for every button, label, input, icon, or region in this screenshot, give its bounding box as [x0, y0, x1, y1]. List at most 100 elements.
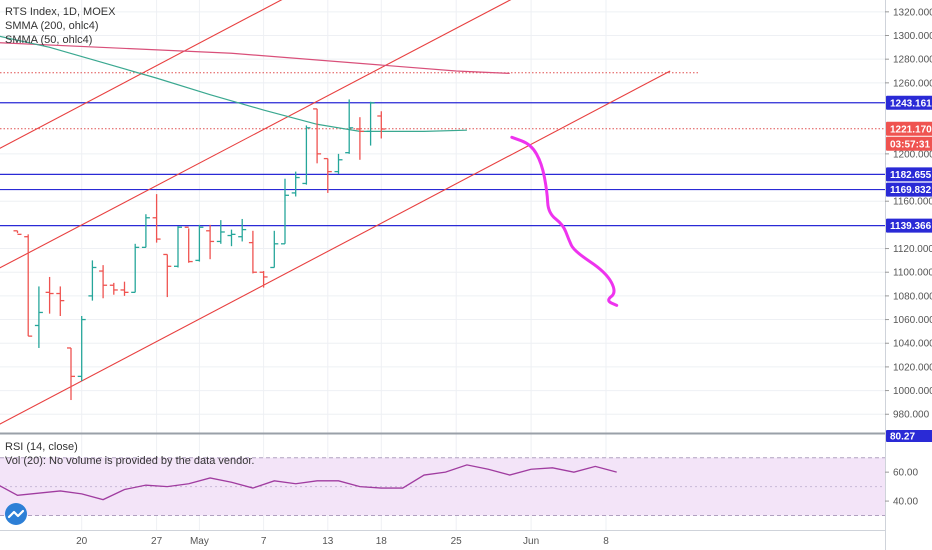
freehand-drawing — [510, 135, 619, 307]
level-badge: 1139.366 — [886, 218, 932, 233]
price-axis[interactable]: 1320.000 1300.000 1280.000 1260.000 1200.000… — [885, 0, 932, 550]
ohlc-bar — [174, 226, 182, 268]
badge-background — [886, 167, 932, 182]
ohlc-bar — [195, 224, 204, 262]
overlay-lines — [0, 0, 885, 425]
ohlc-bar — [206, 224, 215, 260]
level-badge: 1182.655 — [886, 167, 932, 182]
ohlc-bar — [345, 99, 354, 154]
price-tick-label: 1080.000 — [893, 291, 932, 302]
ohlc-bar — [77, 316, 86, 382]
badge-background — [886, 218, 932, 233]
smma50-line — [0, 35, 467, 132]
countdown-badge: 03:57:31 — [886, 136, 932, 151]
badge-text: 1182.655 — [890, 170, 932, 181]
badge-text: 1139.366 — [890, 221, 932, 232]
time-tick-label: Jun — [523, 536, 539, 547]
rsi-band — [0, 457, 885, 516]
ohlc-bar — [377, 111, 386, 139]
time-tick-label: May — [190, 536, 209, 547]
badge-text: 80.27 — [890, 432, 915, 443]
price-tick-label: 1200.000 — [893, 149, 932, 160]
legend-rsi[interactable]: RSI (14, close) — [5, 441, 78, 453]
ohlc-bar — [99, 265, 108, 299]
trendline — [0, 0, 283, 149]
time-tick-label: 8 — [603, 536, 609, 547]
rsi-tick-label: 40.00 — [893, 497, 918, 508]
grid — [0, 0, 885, 530]
tradingview-logo-icon[interactable] — [5, 503, 27, 525]
level-badge: 1243.161 — [886, 95, 932, 110]
time-tick-label: 20 — [76, 536, 88, 547]
legend-symbol[interactable]: RTS Index, 1D, MOEX — [5, 6, 116, 18]
ohlc-bar — [152, 194, 161, 243]
ohlc-bar — [355, 117, 364, 160]
price-tick-label: 1320.000 — [893, 7, 932, 18]
ohlc-bar — [56, 286, 65, 317]
time-tick-label: 13 — [322, 536, 334, 547]
ohlc-bar — [313, 108, 322, 164]
ohlc-bar — [141, 214, 150, 249]
last-price-badge: 1221.170 — [886, 121, 932, 136]
price-tick-label: 1300.000 — [893, 31, 932, 42]
badge-background — [886, 182, 932, 197]
rsi-line — [0, 464, 617, 501]
time-tick-label: 27 — [151, 536, 163, 547]
ohlc-bar — [270, 230, 279, 269]
badge-background — [886, 95, 932, 110]
ohlc-bar — [45, 276, 54, 314]
ohlc-bar — [88, 260, 97, 301]
badge-background — [886, 121, 932, 136]
time-tick-label: 18 — [376, 536, 388, 547]
price-tick-label: 1160.000 — [893, 197, 932, 208]
price-tick-label: 1100.000 — [893, 268, 932, 279]
price-tick-label: 1020.000 — [893, 362, 932, 373]
ohlc-bar — [238, 218, 247, 242]
ohlc-bar — [67, 347, 75, 401]
ohlc-bar — [302, 125, 311, 185]
ohlc-bar — [281, 178, 289, 245]
smma200-line — [0, 42, 510, 74]
badge-text: 1169.832 — [890, 185, 932, 196]
price-tick-label: 1120.000 — [893, 244, 932, 255]
price-tick-label: 1280.000 — [893, 55, 932, 66]
badge-background — [886, 136, 932, 151]
ohlc-bar — [13, 230, 22, 235]
ohlc-bar — [109, 282, 118, 295]
legend-smma200[interactable]: SMMA (200, ohlc4) — [5, 20, 99, 32]
rsi-tick-label: 60.00 — [893, 468, 918, 479]
time-tick-label: 7 — [261, 536, 267, 547]
trendline — [0, 70, 671, 425]
ohlc-bar — [248, 230, 257, 274]
ohlc-bar — [227, 229, 236, 247]
ohlc-bar — [120, 281, 129, 296]
ohlc-bar — [184, 226, 193, 263]
time-tick-label: 25 — [451, 536, 463, 547]
ohlc-bar — [24, 234, 33, 337]
badge-text: 1221.170 — [890, 124, 932, 135]
ohlc-bar — [323, 157, 332, 193]
time-axis[interactable]: 20 27 May 7 13 18 25 Jun 8 — [0, 530, 885, 550]
ohlc-bar — [259, 271, 268, 288]
badge-text: 1243.161 — [890, 98, 932, 109]
legend-vol[interactable]: Vol (20): No volume is provided by the d… — [5, 455, 255, 467]
ohlc-bar — [216, 220, 225, 244]
badge-background — [886, 430, 932, 442]
price-tick-label: 1060.000 — [893, 315, 932, 326]
ohlc-bar — [366, 101, 375, 146]
ohlc-bar — [291, 171, 300, 197]
axis-background — [885, 0, 932, 550]
ohlc-bar — [163, 253, 172, 298]
rsi-pane — [0, 432, 932, 517]
price-tick-label: 1260.000 — [893, 78, 932, 89]
trendline — [0, 0, 512, 269]
ohlc-bar — [334, 153, 343, 174]
price-tick-label: 1000.000 — [893, 386, 932, 397]
badge-text: 03:57:31 — [890, 139, 930, 150]
ohlc-bar — [34, 286, 43, 348]
rsi-value-badge: 80.27 — [886, 430, 932, 443]
legend-smma50[interactable]: SMMA (50, ohlc4) — [5, 34, 93, 46]
time-axis-background — [0, 530, 885, 550]
level-badge: 1169.832 — [886, 182, 932, 197]
